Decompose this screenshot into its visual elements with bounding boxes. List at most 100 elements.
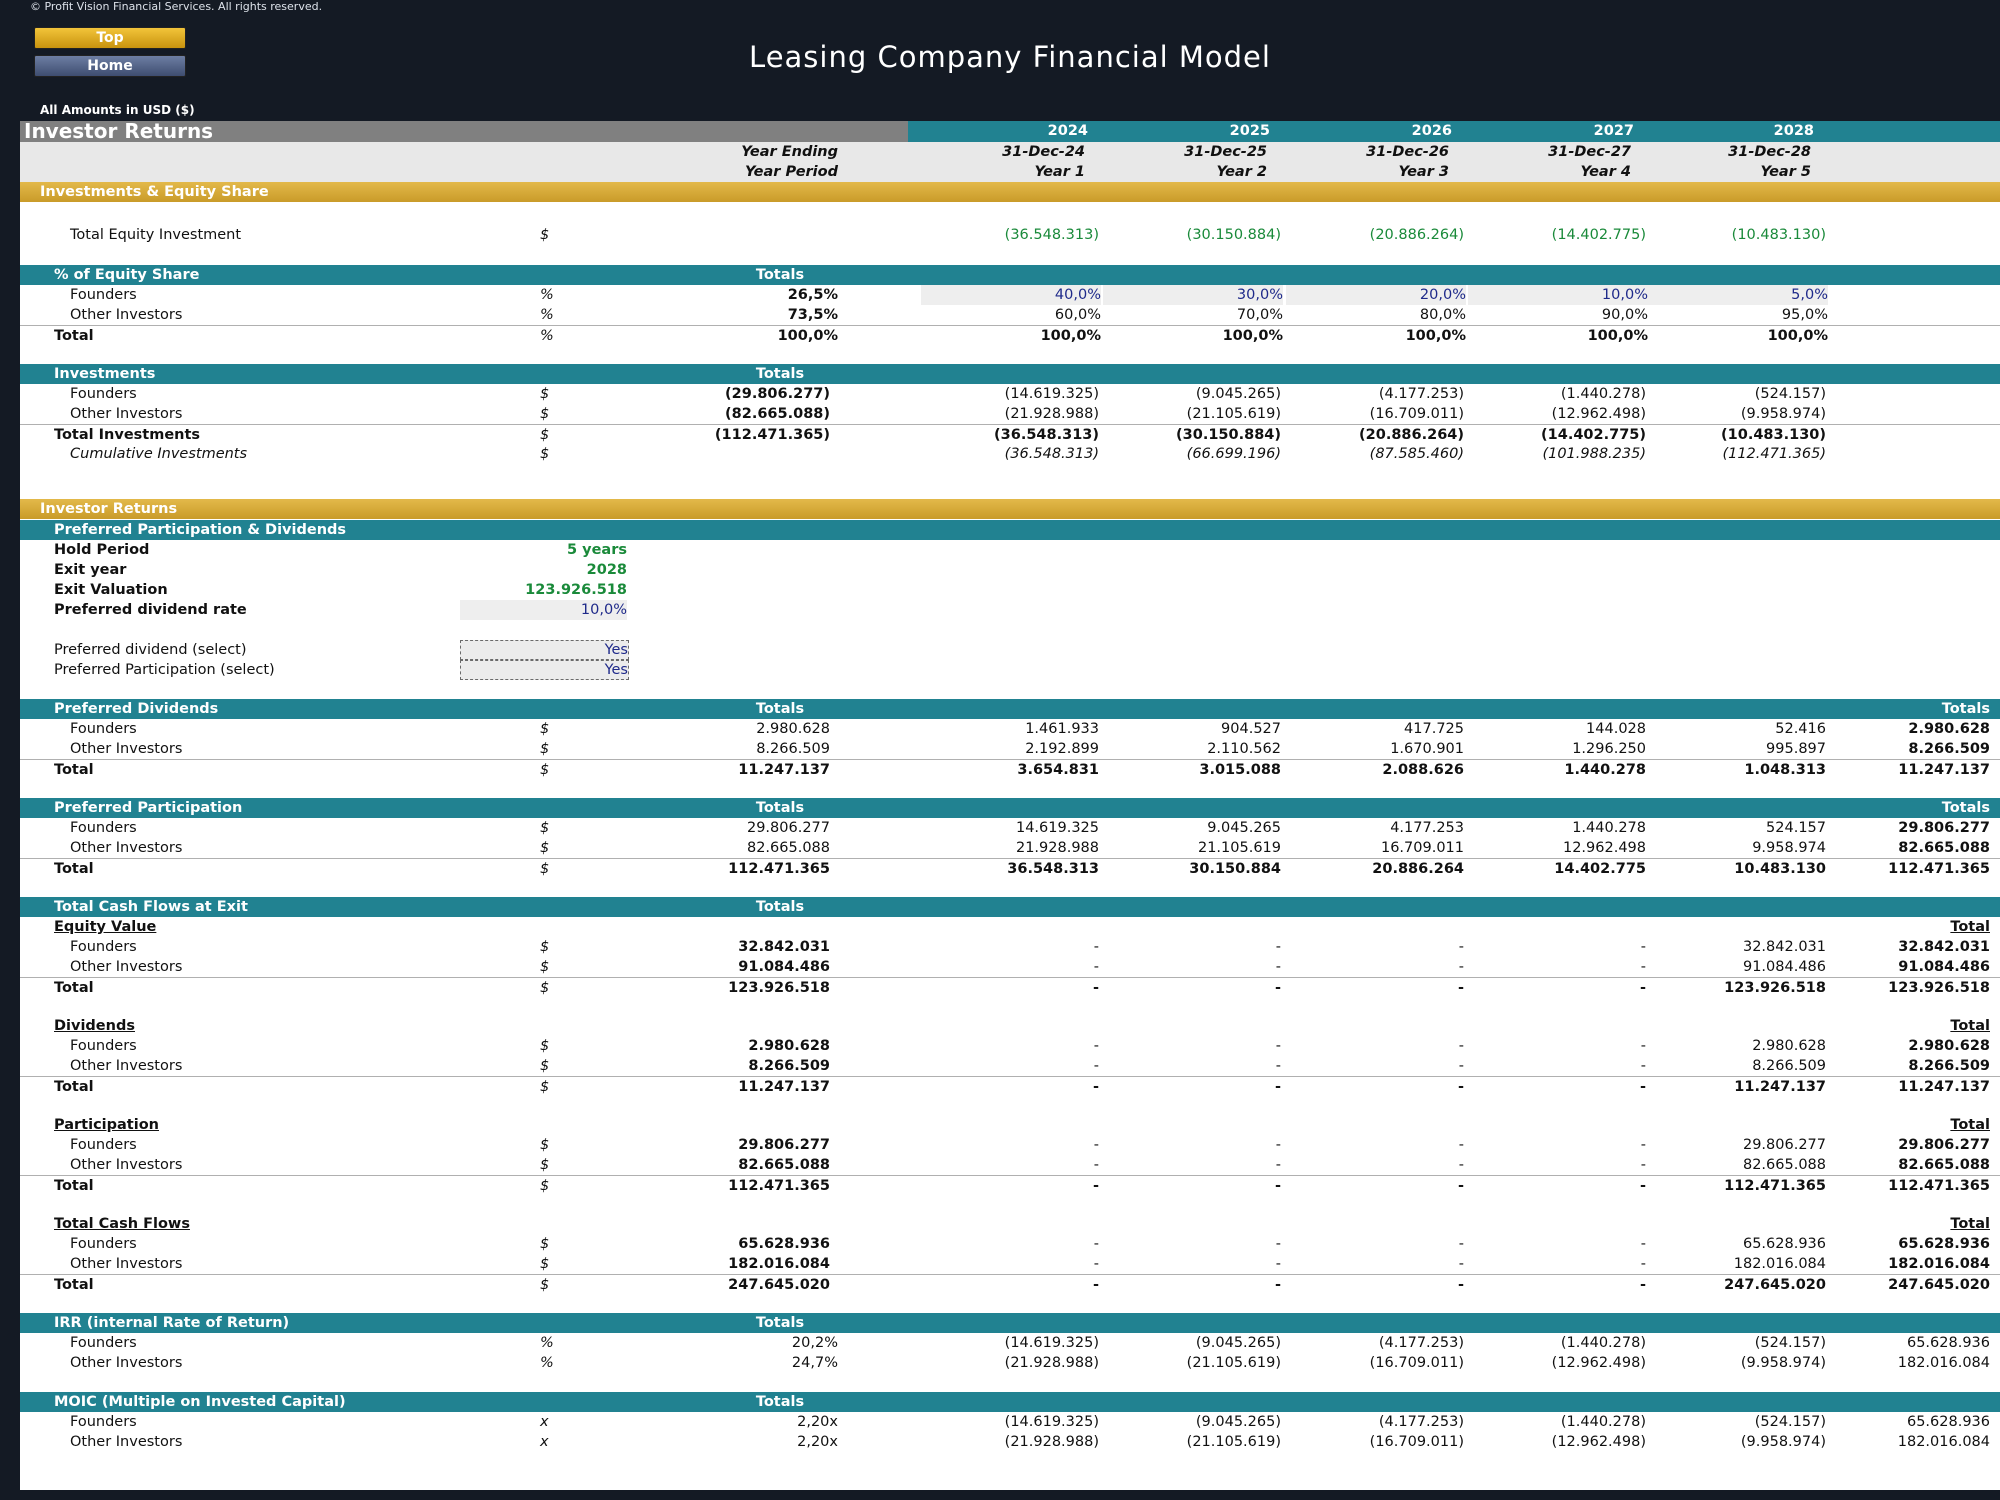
unit-cell: x bbox=[540, 1434, 549, 1450]
section-title-returns: Investor Returns bbox=[40, 501, 178, 517]
totals-cell: 2,20x bbox=[797, 1434, 838, 1450]
value-cell: (9.045.265) bbox=[1195, 1414, 1281, 1430]
value-cell: - bbox=[1093, 1038, 1099, 1054]
unit-cell: $ bbox=[540, 1277, 550, 1293]
totals-header: Totals bbox=[755, 1315, 805, 1331]
table-row: Other Investors x 2,20x (21.928.988) (21.105… bbox=[20, 1432, 2000, 1452]
section-title: Investments bbox=[54, 366, 156, 382]
totals-cell: 182.016.084 bbox=[728, 1256, 830, 1272]
value-cell[interactable]: 5,0% bbox=[1648, 285, 1828, 305]
totals-cell: 247.645.020 bbox=[728, 1277, 830, 1293]
value-cell: (21.928.988) bbox=[1004, 1434, 1099, 1450]
value-cell: - bbox=[1092, 1277, 1099, 1293]
value-cell[interactable]: 30,0% bbox=[1103, 285, 1283, 305]
value-cell: 2.980.628 bbox=[1752, 1038, 1826, 1054]
value-cell: 1.440.278 bbox=[1564, 762, 1646, 778]
unit-cell: $ bbox=[540, 386, 550, 402]
param-row-exit_year: Exit year 2028 bbox=[20, 560, 2000, 580]
row-label: Founders bbox=[70, 1335, 137, 1351]
spreadsheet-grid: Investor Returns 2024 2025 2026 2027 2028 Year… bbox=[20, 121, 2000, 1490]
value-cell: 904.527 bbox=[1221, 721, 1281, 737]
page-title: Leasing Company Financial Model bbox=[749, 40, 1271, 74]
dividend-select-dropdown[interactable]: Yes bbox=[460, 640, 629, 660]
table-row: Total Investments $ (112.471.365) (36.548.3… bbox=[20, 424, 2000, 445]
year-period-cell: Year 1 bbox=[1034, 164, 1085, 180]
table-row: Total $123.926.518 - - - - 123.926.518 123.926.… bbox=[20, 977, 2000, 998]
row-label: Founders bbox=[70, 1137, 137, 1153]
totals-cell: 26,5% bbox=[787, 287, 838, 303]
unit-cell: $ bbox=[540, 1178, 550, 1194]
value-cell: (16.709.011) bbox=[1369, 406, 1464, 422]
totals-cell: 11.247.137 bbox=[738, 1079, 830, 1095]
home-button[interactable]: Home bbox=[34, 55, 186, 77]
year-period-row: Year Period Year 1 Year 2 Year 3 Year 4 Year … bbox=[20, 162, 2000, 182]
right-total-cell: 65.628.936 bbox=[1906, 1335, 1990, 1351]
section-title: Preferred Participation bbox=[54, 800, 243, 816]
value-cell: 12.962.498 bbox=[1562, 840, 1646, 856]
row-label: Other Investors bbox=[70, 406, 183, 422]
group-header-row: Participation Total bbox=[20, 1115, 2000, 1135]
top-button[interactable]: Top bbox=[34, 27, 186, 49]
right-total-cell: 29.806.277 bbox=[1898, 1137, 1990, 1153]
section-pref_participation: Preferred Participation Totals Totals bbox=[20, 798, 2000, 818]
right-total-cell: 247.645.020 bbox=[1888, 1277, 1990, 1293]
table-row: Other Investors $ (82.665.088) (21.928.988)… bbox=[20, 404, 2000, 424]
value-cell: (4.177.253) bbox=[1378, 1335, 1464, 1351]
right-total-cell: 182.016.084 bbox=[1897, 1434, 1990, 1450]
year-header-2028: 2028 bbox=[1694, 121, 1814, 142]
value-cell: 29.806.277 bbox=[1742, 1137, 1826, 1153]
year-ending-label: Year Ending bbox=[741, 144, 838, 160]
value-cell[interactable]: 20,0% bbox=[1286, 285, 1466, 305]
participation-select-dropdown[interactable]: Yes bbox=[460, 660, 629, 680]
param-value: 2028 bbox=[586, 562, 627, 578]
right-total-cell: 2.980.628 bbox=[1908, 1038, 1990, 1054]
value-cell: - bbox=[1274, 1277, 1281, 1293]
right-total-cell: 8.266.509 bbox=[1908, 1058, 1990, 1074]
right-total-cell: 182.016.084 bbox=[1888, 1256, 1990, 1272]
group-header-row: Total Cash Flows Total bbox=[20, 1214, 2000, 1234]
unit-cell: $ bbox=[540, 1079, 550, 1095]
totals-cell: 112.471.365 bbox=[728, 861, 830, 877]
value-cell: (14.619.325) bbox=[1004, 386, 1099, 402]
value-cell: (14.402.775) bbox=[1551, 227, 1646, 243]
value-cell[interactable]: 10,0% bbox=[1468, 285, 1648, 305]
value-cell: - bbox=[1274, 1079, 1281, 1095]
totals-cell: 112.471.365 bbox=[728, 1178, 830, 1194]
value-cell: - bbox=[1458, 1256, 1464, 1272]
table-row: Founders $2.980.628 - - - - 2.980.628 2.980.628 bbox=[20, 1036, 2000, 1056]
value-cell: (9.958.974) bbox=[1740, 1355, 1826, 1371]
table-row: Founders% 26,5% 40,0% 30,0% 20,0% 10,0% 5,0% bbox=[20, 285, 2000, 305]
value-cell: (36.548.313) bbox=[994, 427, 1099, 443]
section-investments-equity: Investments & Equity Share bbox=[20, 182, 2000, 202]
unit-cell: $ bbox=[540, 939, 550, 955]
group-title: Equity Value bbox=[54, 919, 157, 935]
value-cell: 52.416 bbox=[1775, 721, 1826, 737]
header-band: Investor Returns 2024 2025 2026 2027 2028 bbox=[20, 121, 2000, 142]
param-value: 5 years bbox=[567, 542, 627, 558]
value-cell: 417.725 bbox=[1404, 721, 1464, 737]
row-label: Founders bbox=[70, 1414, 137, 1430]
table-row: Other Investors $91.084.486 - - - - 91.084.486… bbox=[20, 957, 2000, 977]
value-cell: (36.548.313) bbox=[1004, 227, 1099, 243]
totals-header: Totals bbox=[755, 899, 805, 915]
table-row: Total $247.645.020 - - - - 247.645.020 247.645.… bbox=[20, 1274, 2000, 1295]
row-label: Total bbox=[54, 762, 94, 778]
param-value[interactable]: 10,0% bbox=[460, 600, 627, 620]
row-label: Other Investors bbox=[70, 959, 183, 975]
value-cell: 8.266.509 bbox=[1752, 1058, 1826, 1074]
value-cell: - bbox=[1458, 939, 1464, 955]
right-total-cell: 65.628.936 bbox=[1906, 1414, 1990, 1430]
value-cell: 1.440.278 bbox=[1572, 820, 1646, 836]
value-cell[interactable]: 40,0% bbox=[921, 285, 1101, 305]
totals-cell: 29.806.277 bbox=[738, 1137, 830, 1153]
value-cell: - bbox=[1458, 1236, 1464, 1252]
row-label: Other Investors bbox=[70, 1256, 183, 1272]
row-label: Other Investors bbox=[70, 1058, 183, 1074]
value-cell: 9.045.265 bbox=[1207, 820, 1281, 836]
table-row: Founders% 20,2% (14.619.325) (9.045.265) (4.… bbox=[20, 1333, 2000, 1353]
total-equity-row: Total Equity Investment $ (36.548.313) (30.… bbox=[20, 225, 2000, 245]
group-title: Dividends bbox=[54, 1018, 135, 1034]
unit-cell: $ bbox=[540, 980, 550, 996]
group-total-header: Total bbox=[1950, 1117, 1990, 1133]
unit-cell: $ bbox=[540, 820, 550, 836]
